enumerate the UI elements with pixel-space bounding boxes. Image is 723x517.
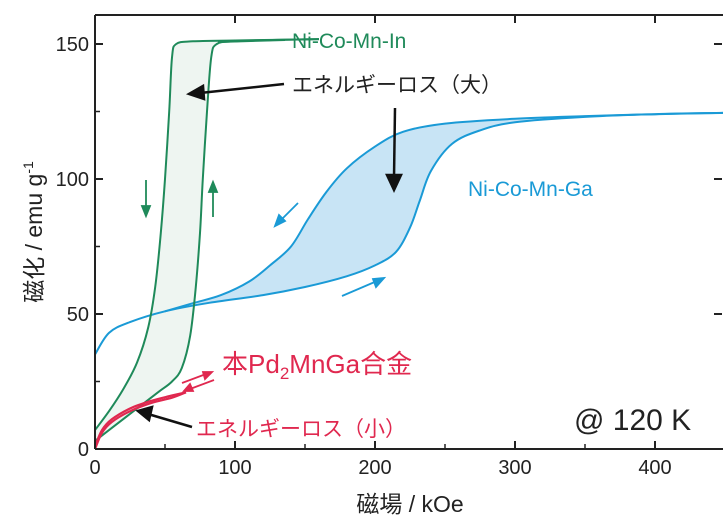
y-tick-label: 100: [56, 169, 89, 191]
pd2mnga-label-sub: 2: [280, 364, 289, 383]
energy-loss-small-arrow: [135, 405, 193, 429]
ga-decreasing-direction-arrow: [273, 202, 299, 228]
x-tick-label: 300: [498, 457, 531, 479]
x-axis-ticks: 0 100 200 300 400: [89, 15, 672, 479]
y-axis-label: 磁化 / emu g-1: [20, 161, 47, 303]
y-tick-label: 0: [78, 439, 89, 461]
ni-co-mn-in-label-leader: [217, 39, 286, 43]
pd2mnga-label: 本Pd2MnGa合金: [222, 349, 412, 383]
energy-loss-large-down-arrow: [385, 107, 403, 193]
in-decreasing-direction-arrow: [140, 180, 152, 219]
pd-decreasing-direction-arrow: [182, 379, 215, 392]
energy-loss-small-label: エネルギーロス（小）: [196, 418, 406, 441]
y-axis-label-superscript: -1: [20, 161, 36, 174]
ga-increasing-direction-arrow: [341, 276, 387, 297]
ni-co-mn-in-label: Ni-Co-Mn-In: [292, 30, 406, 53]
ni-co-mn-ga-label: Ni-Co-Mn-Ga: [468, 178, 593, 201]
energy-loss-large-arrow: [185, 82, 285, 101]
temperature-label: @ 120 K: [574, 404, 691, 437]
y-tick-label: 50: [67, 304, 89, 326]
pd-increasing-direction-arrow: [181, 371, 215, 384]
y-axis-label-main: 磁化 / emu g: [21, 174, 47, 303]
x-tick-label: 100: [218, 457, 251, 479]
y-axis-ticks: 0 50 100 150: [56, 34, 722, 461]
ni-co-mn-in-decreasing-curve: [95, 38, 320, 431]
x-tick-label: 400: [638, 457, 671, 479]
x-tick-label: 0: [89, 457, 100, 479]
y-tick-label: 150: [56, 34, 89, 56]
pd2mnga-label-pre: 本Pd: [222, 349, 280, 379]
ni-co-mn-ga-decreasing-curve: [164, 111, 723, 313]
pd2mnga-increasing-curve: [95, 391, 187, 449]
energy-loss-large-label: エネルギーロス（大）: [292, 74, 502, 97]
x-axis-label: 磁場 / kOe: [356, 491, 463, 517]
in-increasing-direction-arrow: [207, 179, 219, 217]
x-tick-label: 200: [358, 457, 391, 479]
pd2mnga-label-post: MnGa合金: [289, 349, 412, 379]
ni-co-mn-ga-hysteresis-area: [165, 112, 723, 312]
pd2mnga-decreasing-curve: [95, 391, 187, 447]
ni-co-mn-in-hysteresis-area: [95, 41, 235, 441]
